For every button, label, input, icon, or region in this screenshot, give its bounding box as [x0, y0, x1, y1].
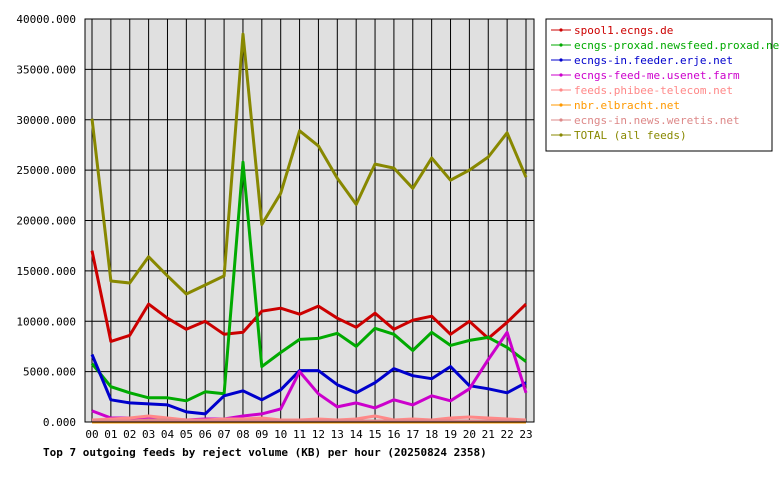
- x-tick-label: 08: [236, 428, 249, 441]
- series-line-7: [90, 32, 528, 296]
- y-axis-ticks: 0.000 5000.000 10000.000 15000.000 20000.000…: [16, 13, 76, 429]
- legend-marker: [559, 58, 563, 62]
- x-tick-label: 14: [350, 428, 364, 441]
- x-tick-label: 17: [406, 428, 419, 441]
- series-line-2: [90, 353, 527, 416]
- y-tick-label: 15000.000: [16, 265, 76, 278]
- y-tick-label: 25000.000: [16, 164, 76, 177]
- legend-marker: [559, 133, 563, 137]
- y-tick-label: 30000.000: [16, 114, 76, 127]
- legend-label: nbr.elbracht.net: [574, 99, 680, 112]
- x-tick-label: 07: [217, 428, 230, 441]
- y-tick-label: 20000.000: [16, 215, 76, 228]
- x-tick-label: 21: [482, 428, 495, 441]
- x-tick-label: 03: [142, 428, 155, 441]
- y-tick-label: 0.000: [43, 416, 76, 429]
- legend-label: ecngs-feed-me.usenet.farm: [574, 69, 740, 82]
- legend-marker: [559, 28, 563, 32]
- x-tick-label: 05: [180, 428, 193, 441]
- x-tick-label: 18: [425, 428, 438, 441]
- x-axis-ticks: 00 01 02 03 04 05 06 07 08 09 10 11 12 13 14 15 16 17 18 19…: [85, 428, 532, 441]
- series-line-6: [92, 418, 526, 423]
- x-tick-label: 20: [463, 428, 476, 441]
- legend-marker: [559, 118, 563, 122]
- x-tick-label: 13: [331, 428, 344, 441]
- y-tick-label: 10000.000: [16, 315, 76, 328]
- legend-label: ecngs-in.feeder.erje.net: [574, 54, 733, 67]
- x-tick-label: 11: [293, 428, 306, 441]
- y-tick-label: 5000.000: [23, 366, 76, 379]
- legend-marker: [559, 73, 563, 77]
- y-tick-label: 35000.000: [16, 63, 76, 76]
- legend: spool1.ecngs.de ecngs-proxad.newsfeed.pro…: [545, 18, 780, 152]
- x-tick-label: 16: [387, 428, 400, 441]
- x-tick-label: 19: [444, 428, 457, 441]
- x-tick-label: 23: [519, 428, 532, 441]
- x-tick-label: 01: [104, 428, 117, 441]
- plot-frame: [84, 18, 535, 423]
- x-tick-label: 09: [255, 428, 268, 441]
- legend-box: [545, 18, 773, 152]
- legend-items: spool1.ecngs.de ecngs-proxad.newsfeed.pro…: [551, 24, 780, 142]
- legend-label: feeds.phibee-telecom.net: [574, 84, 733, 97]
- x-tick-label: 15: [368, 428, 381, 441]
- x-tick-label: 10: [274, 428, 287, 441]
- legend-label: ecngs-proxad.newsfeed.proxad.net: [574, 39, 780, 52]
- x-tick-label: 06: [199, 428, 212, 441]
- legend-label: ecngs-in.news.weretis.net: [574, 114, 740, 127]
- legend-marker: [559, 103, 563, 107]
- x-tick-label: 02: [123, 428, 136, 441]
- x-tick-label: 22: [501, 428, 514, 441]
- legend-label: TOTAL (all feeds): [574, 129, 687, 142]
- legend-label: spool1.ecngs.de: [574, 24, 673, 37]
- legend-marker: [559, 88, 563, 92]
- series-line-1: [90, 160, 527, 403]
- x-tick-label: 04: [161, 428, 175, 441]
- legend-marker: [559, 43, 563, 47]
- chart-title: Top 7 outgoing feeds by reject volume (K…: [43, 446, 487, 459]
- x-tick-label: 00: [85, 428, 98, 441]
- series-line-0: [90, 250, 528, 343]
- x-tick-label: 12: [312, 428, 325, 441]
- y-tick-label: 40000.000: [16, 13, 76, 26]
